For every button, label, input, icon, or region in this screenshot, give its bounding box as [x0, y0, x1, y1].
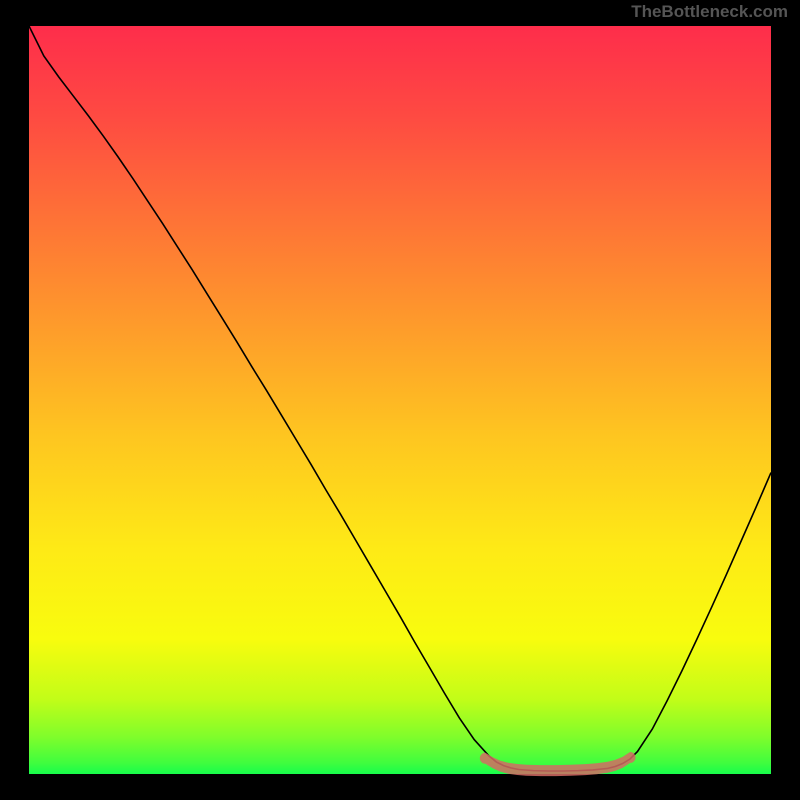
- chart-container: { "meta": { "watermark_text": "TheBottle…: [0, 0, 800, 800]
- watermark-text: TheBottleneck.com: [631, 2, 788, 22]
- plot-background: [29, 26, 771, 774]
- bottleneck-chart: [0, 0, 800, 800]
